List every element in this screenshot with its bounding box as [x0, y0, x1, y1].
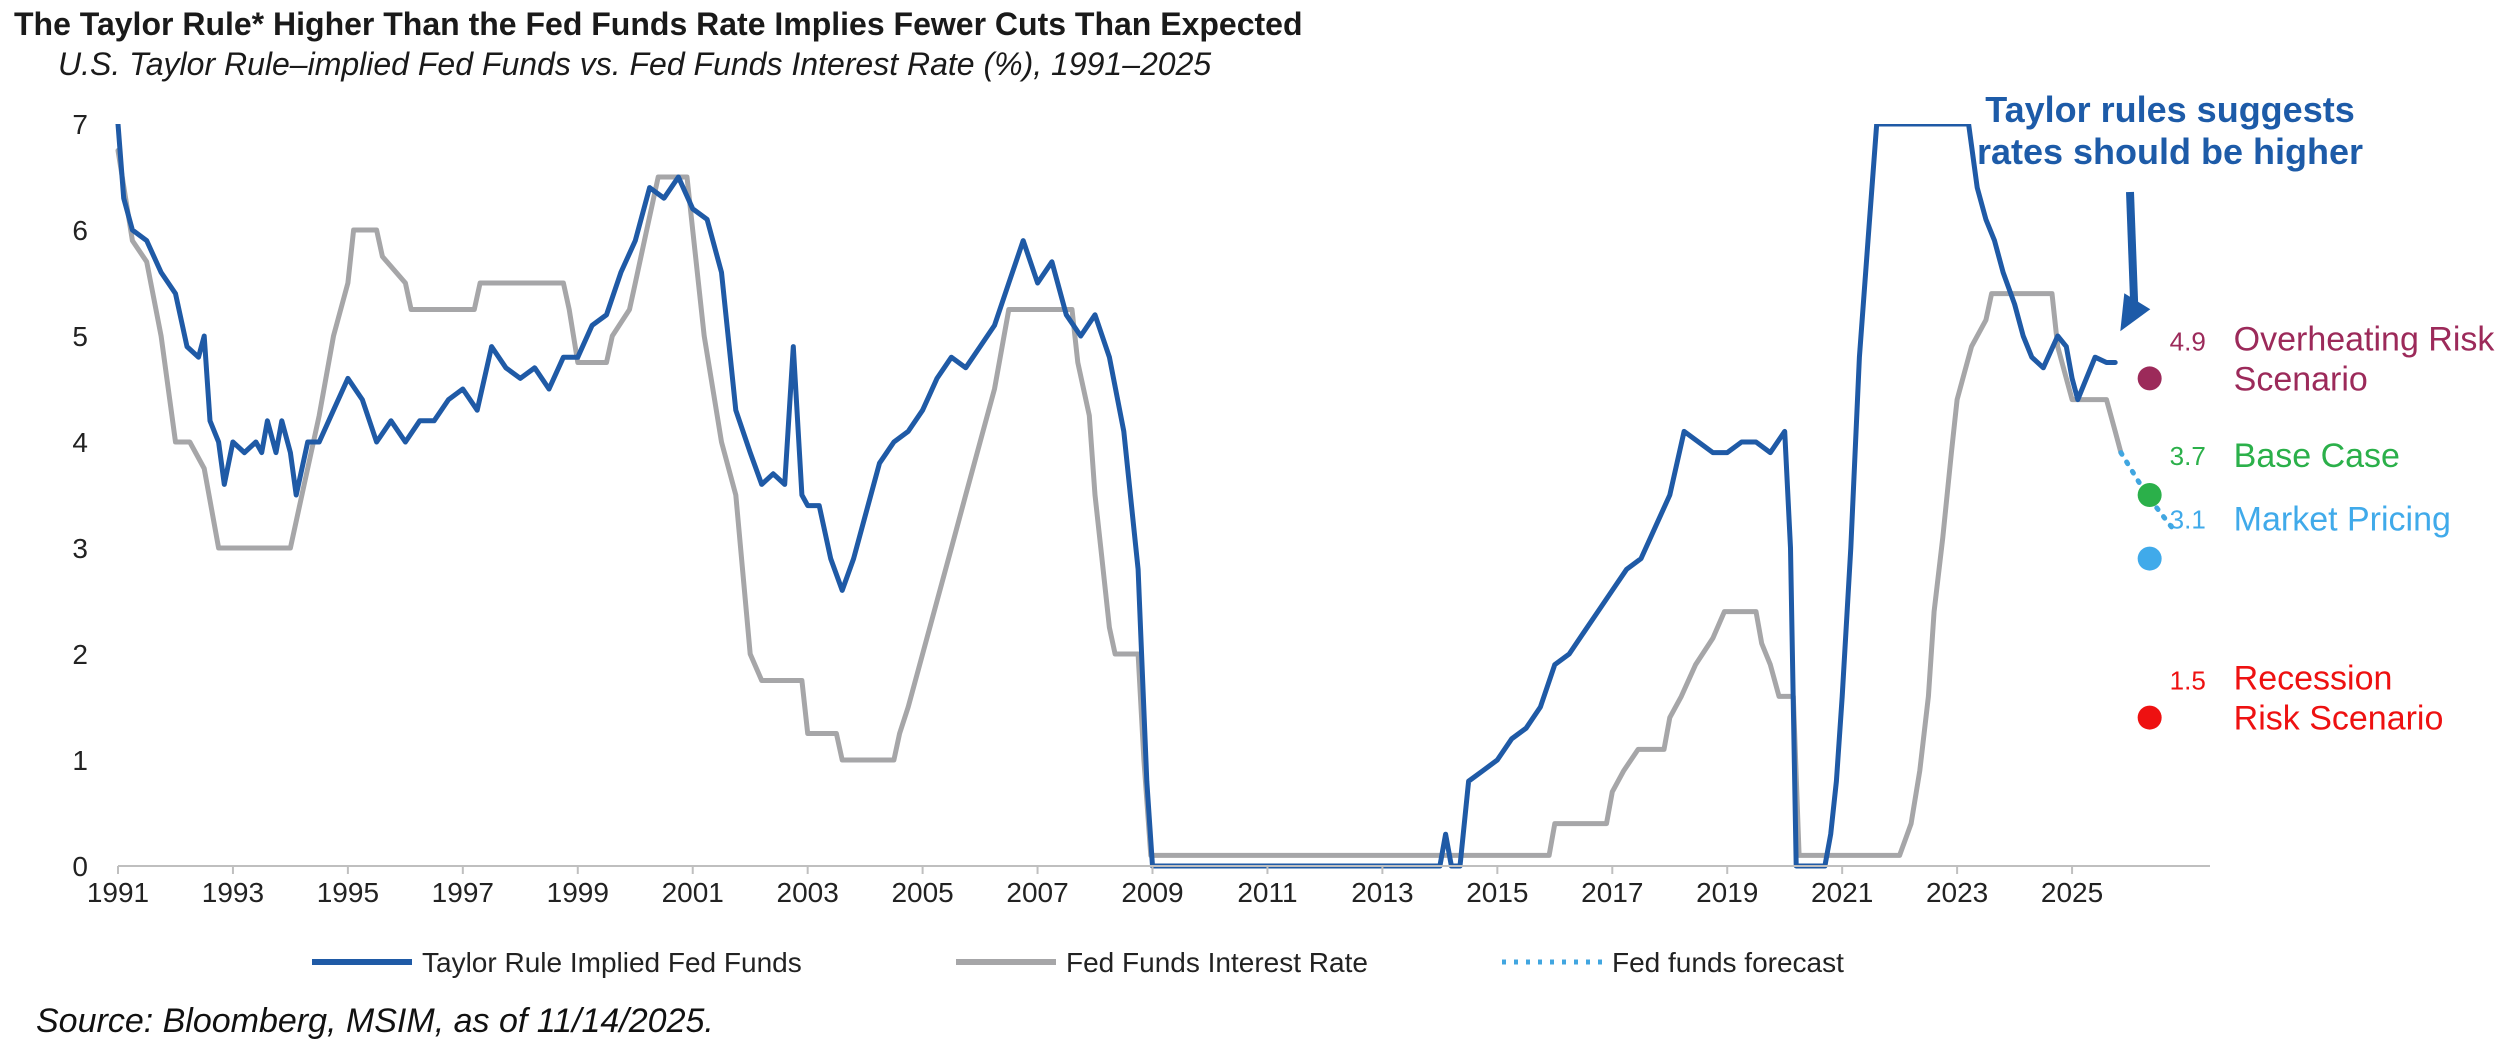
chart-title: The Taylor Rule* Higher Than the Fed Fun…	[14, 6, 1303, 42]
annotation-text: Taylor rules suggests	[1985, 89, 2354, 130]
x-tick-label: 2025	[2041, 877, 2103, 908]
x-tick-label: 1991	[87, 877, 149, 908]
x-tick-label: 2001	[662, 877, 724, 908]
scenario-name: Scenario	[2234, 360, 2368, 398]
x-tick-label: 1995	[317, 877, 379, 908]
legend-item-fedfunds-label: Fed Funds Interest Rate	[1066, 947, 1368, 978]
y-tick-label: 6	[72, 215, 88, 246]
scenario-name: Base Case	[2234, 437, 2400, 475]
scenario-value: 3.7	[2170, 441, 2206, 471]
y-tick-label: 5	[72, 321, 88, 352]
y-tick-label: 2	[72, 639, 88, 670]
x-tick-label: 2023	[1926, 877, 1988, 908]
x-tick-label: 2007	[1006, 877, 1068, 908]
x-tick-label: 2011	[1237, 877, 1297, 908]
scenario-value: 3.1	[2170, 505, 2206, 535]
scenario-name: Market Pricing	[2234, 501, 2451, 539]
x-tick-label: 2017	[1581, 877, 1643, 908]
y-tick-label: 0	[72, 851, 88, 882]
scenario-dot	[2137, 366, 2162, 391]
source-note: Source: Bloomberg, MSIM, as of 11/14/202…	[36, 1002, 714, 1040]
scenario-name: Overheating Risk	[2234, 320, 2496, 358]
x-tick-label: 1997	[432, 877, 494, 908]
scenario-dot	[2137, 546, 2162, 571]
annotation-arrow-shaft	[2126, 191, 2139, 308]
annotation-text: rates should be higher	[1977, 131, 2363, 172]
y-tick-label: 3	[72, 533, 88, 564]
scenario-dot	[2137, 483, 2162, 507]
x-tick-label: 1993	[202, 877, 264, 908]
y-tick-label: 1	[72, 745, 88, 776]
y-tick-label: 4	[72, 427, 88, 458]
x-tick-label: 2013	[1351, 877, 1413, 908]
series-line-fed-funds	[115, 148, 2124, 858]
scenario-dot	[2137, 705, 2162, 730]
series-line-taylor-rule	[115, 124, 2118, 869]
x-tick-label: 2021	[1811, 877, 1873, 908]
x-tick-label: 2003	[777, 877, 839, 908]
x-tick-label: 2005	[891, 877, 953, 908]
x-tick-label: 2009	[1121, 877, 1183, 908]
series-line-forecast	[2118, 450, 2178, 535]
legend-item-forecast-label: Fed funds forecast	[1612, 947, 1844, 978]
scenario-name: Recession	[2234, 660, 2393, 698]
legend-item-taylor-label: Taylor Rule Implied Fed Funds	[422, 947, 802, 978]
x-tick-label: 2015	[1466, 877, 1528, 908]
annotation-arrow-head	[2120, 293, 2151, 332]
scenario-value: 1.5	[2170, 666, 2206, 696]
x-tick-label: 1999	[547, 877, 609, 908]
chart-svg: 0 1 2 3 4 5 6 7 1991 1993 1995 1997 1999 2001 2003 2005…	[72, 89, 2496, 978]
x-tick-label: 2019	[1696, 877, 1758, 908]
scenario-value: 4.9	[2170, 326, 2206, 356]
scenario-name: Risk Scenario	[2234, 700, 2444, 738]
y-tick-label: 7	[72, 109, 88, 140]
chart-subtitle: U.S. Taylor Rule–implied Fed Funds vs. F…	[58, 46, 1212, 82]
